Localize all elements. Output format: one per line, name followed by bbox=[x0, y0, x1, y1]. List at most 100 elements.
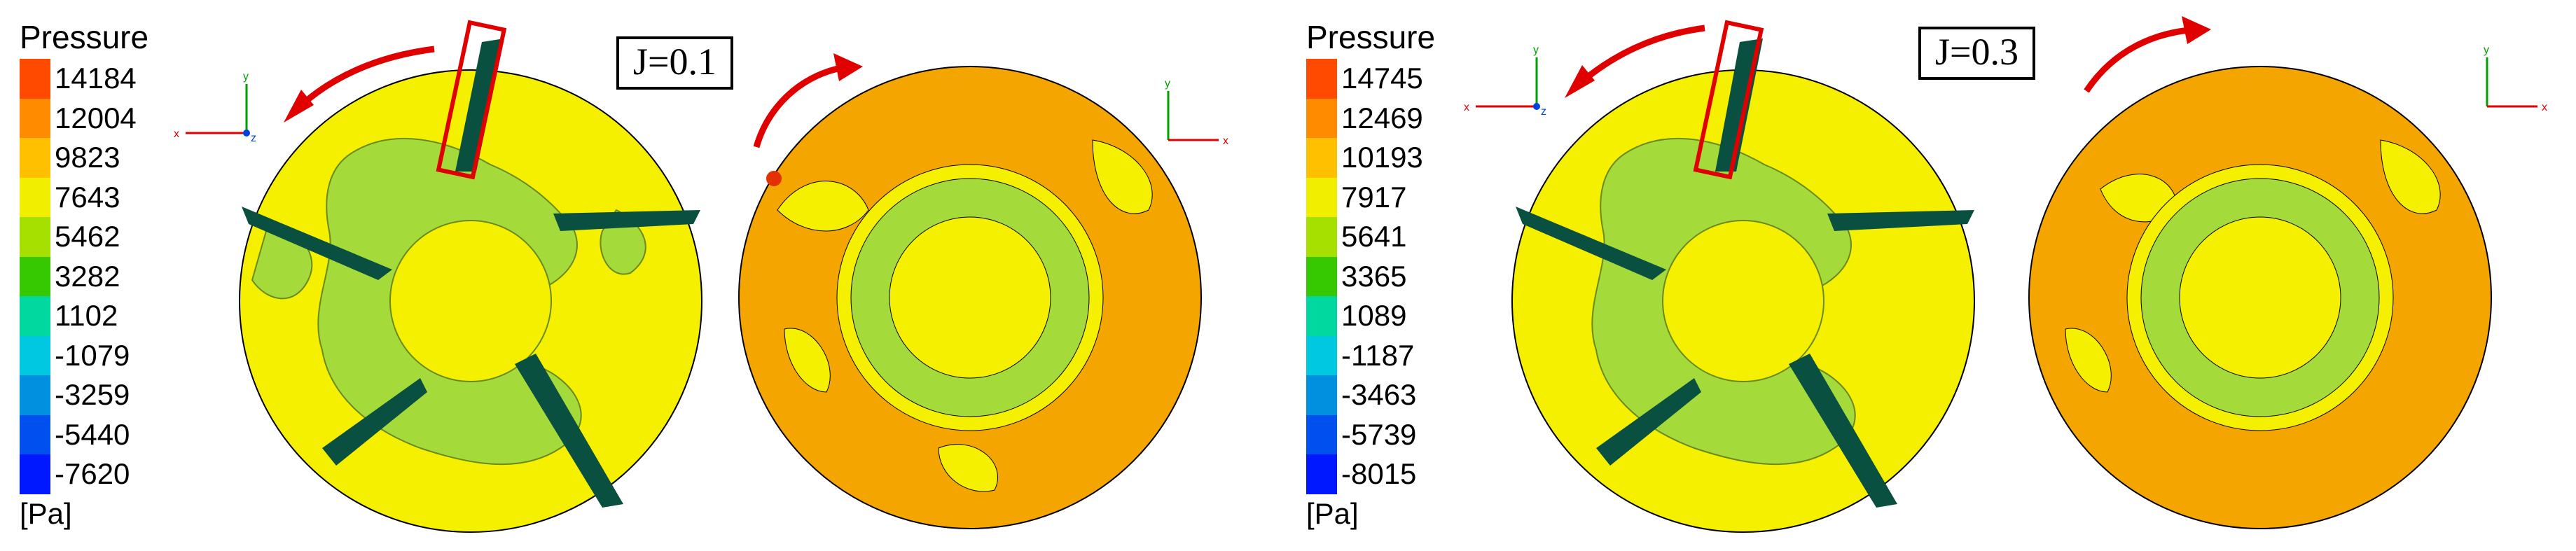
legend-unit: [Pa] bbox=[20, 496, 72, 530]
axis-y-label: y bbox=[1533, 44, 1539, 56]
pressure-legend: Pressure 14745 12469 10193 7917 5641 3365 1089… bbox=[1306, 20, 1435, 531]
legend-value: 14745 bbox=[1341, 62, 1423, 95]
legend-title: Pressure bbox=[1306, 19, 1436, 55]
axis-triad-left: y x z bbox=[1464, 44, 1546, 118]
axis-triad-right: y x bbox=[2484, 44, 2547, 113]
legend-value: -3463 bbox=[1341, 378, 1417, 412]
legend-entry: 14745 bbox=[1306, 59, 1435, 99]
legend-entry: -1079 bbox=[20, 335, 148, 375]
legend-value: -5739 bbox=[1341, 417, 1417, 451]
legend-entry: 12469 bbox=[1306, 98, 1435, 138]
legend-swatch bbox=[20, 414, 50, 454]
legend-entry: -8015 bbox=[1306, 454, 1435, 494]
legend-swatch bbox=[20, 177, 50, 217]
rotor-disk bbox=[1511, 39, 1975, 533]
legend-value: 5462 bbox=[55, 220, 120, 253]
legend-entry: -3259 bbox=[20, 375, 148, 415]
contour-scene: y x z y x bbox=[1464, 16, 2547, 533]
legend-title: Pressure bbox=[20, 19, 149, 55]
legend-entry: 5641 bbox=[1306, 217, 1435, 257]
legend-swatch bbox=[20, 335, 50, 375]
legend-value: -8015 bbox=[1341, 457, 1417, 491]
axis-triad-right: y x bbox=[1165, 78, 1228, 147]
legend-value: -7620 bbox=[55, 457, 130, 491]
legend-entry: 3365 bbox=[1306, 256, 1435, 296]
axis-triad-left: y x z bbox=[174, 71, 256, 144]
axis-x-label: x bbox=[1464, 102, 1469, 113]
legend-swatch bbox=[1306, 59, 1337, 99]
legend-swatch bbox=[20, 256, 50, 296]
legend-entry: -1187 bbox=[1306, 335, 1435, 375]
rotor-disk bbox=[239, 39, 702, 533]
legend-entry: 14184 bbox=[20, 59, 148, 99]
legend-swatch bbox=[20, 375, 50, 415]
stator-disk bbox=[2028, 66, 2492, 529]
legend-swatch bbox=[1306, 296, 1337, 336]
legend-swatch bbox=[20, 217, 50, 257]
legend-swatch bbox=[1306, 98, 1337, 138]
legend-value: 10193 bbox=[1341, 141, 1423, 174]
stator-disk bbox=[738, 66, 1202, 529]
legend-entry: 3282 bbox=[20, 256, 148, 296]
legend-value: 1089 bbox=[1341, 299, 1407, 333]
legend-swatch bbox=[1306, 177, 1337, 217]
legend-entry: 1089 bbox=[1306, 296, 1435, 336]
annotations bbox=[284, 20, 863, 180]
legend-value: 12004 bbox=[55, 101, 137, 134]
legend-swatch bbox=[1306, 217, 1337, 257]
legend-entry: 7643 bbox=[20, 177, 148, 217]
axis-z-label: z bbox=[1541, 106, 1546, 118]
legend-entry: -5739 bbox=[1306, 414, 1435, 454]
legend-swatch bbox=[20, 296, 50, 336]
legend-swatch bbox=[1306, 335, 1337, 375]
legend-value: 3365 bbox=[1341, 259, 1407, 293]
legend-value: 14184 bbox=[55, 62, 137, 95]
contour-scene: y x z y x bbox=[174, 20, 1228, 533]
axis-x-label: x bbox=[174, 128, 179, 140]
axis-x-label: x bbox=[1223, 135, 1228, 147]
legend-scale: 14184 12004 9823 7643 5462 3282 1102 -1079 -3259… bbox=[20, 59, 148, 494]
legend-value: 3282 bbox=[55, 259, 120, 293]
legend-value: -5440 bbox=[55, 417, 130, 451]
pressure-legend: Pressure 14184 12004 9823 7643 5462 3282 1102 -… bbox=[20, 20, 148, 531]
legend-value: -3259 bbox=[55, 378, 130, 412]
legend-entry: -5440 bbox=[20, 414, 148, 454]
legend-swatch bbox=[20, 98, 50, 138]
axis-x-label: x bbox=[2542, 102, 2547, 113]
legend-swatch bbox=[1306, 454, 1337, 494]
legend-value: 7643 bbox=[55, 180, 120, 214]
legend-swatch bbox=[20, 138, 50, 178]
legend-swatch bbox=[1306, 256, 1337, 296]
legend-entry: -3463 bbox=[1306, 375, 1435, 415]
legend-value: 12469 bbox=[1341, 101, 1423, 134]
legend-entry: 7917 bbox=[1306, 177, 1435, 217]
legend-scale: 14745 12469 10193 7917 5641 3365 1089 -1187 -346… bbox=[1306, 59, 1435, 494]
legend-swatch bbox=[1306, 138, 1337, 178]
axis-y-label: y bbox=[1165, 78, 1170, 90]
legend-entry: 5462 bbox=[20, 217, 148, 257]
legend-entry: -7620 bbox=[20, 454, 148, 494]
legend-entry: 10193 bbox=[1306, 138, 1435, 178]
legend-swatch bbox=[20, 59, 50, 99]
legend-value: 1102 bbox=[55, 299, 118, 333]
legend-swatch bbox=[1306, 375, 1337, 415]
case-label: J=0.1 bbox=[616, 36, 733, 90]
legend-swatch bbox=[1306, 414, 1337, 454]
legend-swatch bbox=[20, 454, 50, 494]
legend-entry: 9823 bbox=[20, 138, 148, 178]
panel-j01: Pressure 14184 12004 9823 7643 5462 3282 1102 -… bbox=[20, 20, 1228, 533]
panel-j03: Pressure 14745 12469 10193 7917 5641 3365 1089… bbox=[1288, 0, 2576, 551]
legend-entry: 1102 bbox=[20, 296, 148, 336]
annotations bbox=[1565, 16, 2211, 180]
legend-value: 5641 bbox=[1341, 220, 1407, 253]
axis-y-label: y bbox=[2484, 44, 2489, 56]
legend-value: 7917 bbox=[1341, 180, 1407, 214]
legend-unit: [Pa] bbox=[1306, 496, 1359, 530]
axis-y-label: y bbox=[243, 71, 249, 83]
legend-entry: 12004 bbox=[20, 98, 148, 138]
legend-value: -1079 bbox=[55, 338, 130, 372]
case-label: J=0.3 bbox=[1918, 27, 2035, 80]
legend-value: 9823 bbox=[55, 141, 120, 174]
axis-z-label: z bbox=[251, 132, 256, 144]
legend-value: -1187 bbox=[1341, 338, 1415, 372]
